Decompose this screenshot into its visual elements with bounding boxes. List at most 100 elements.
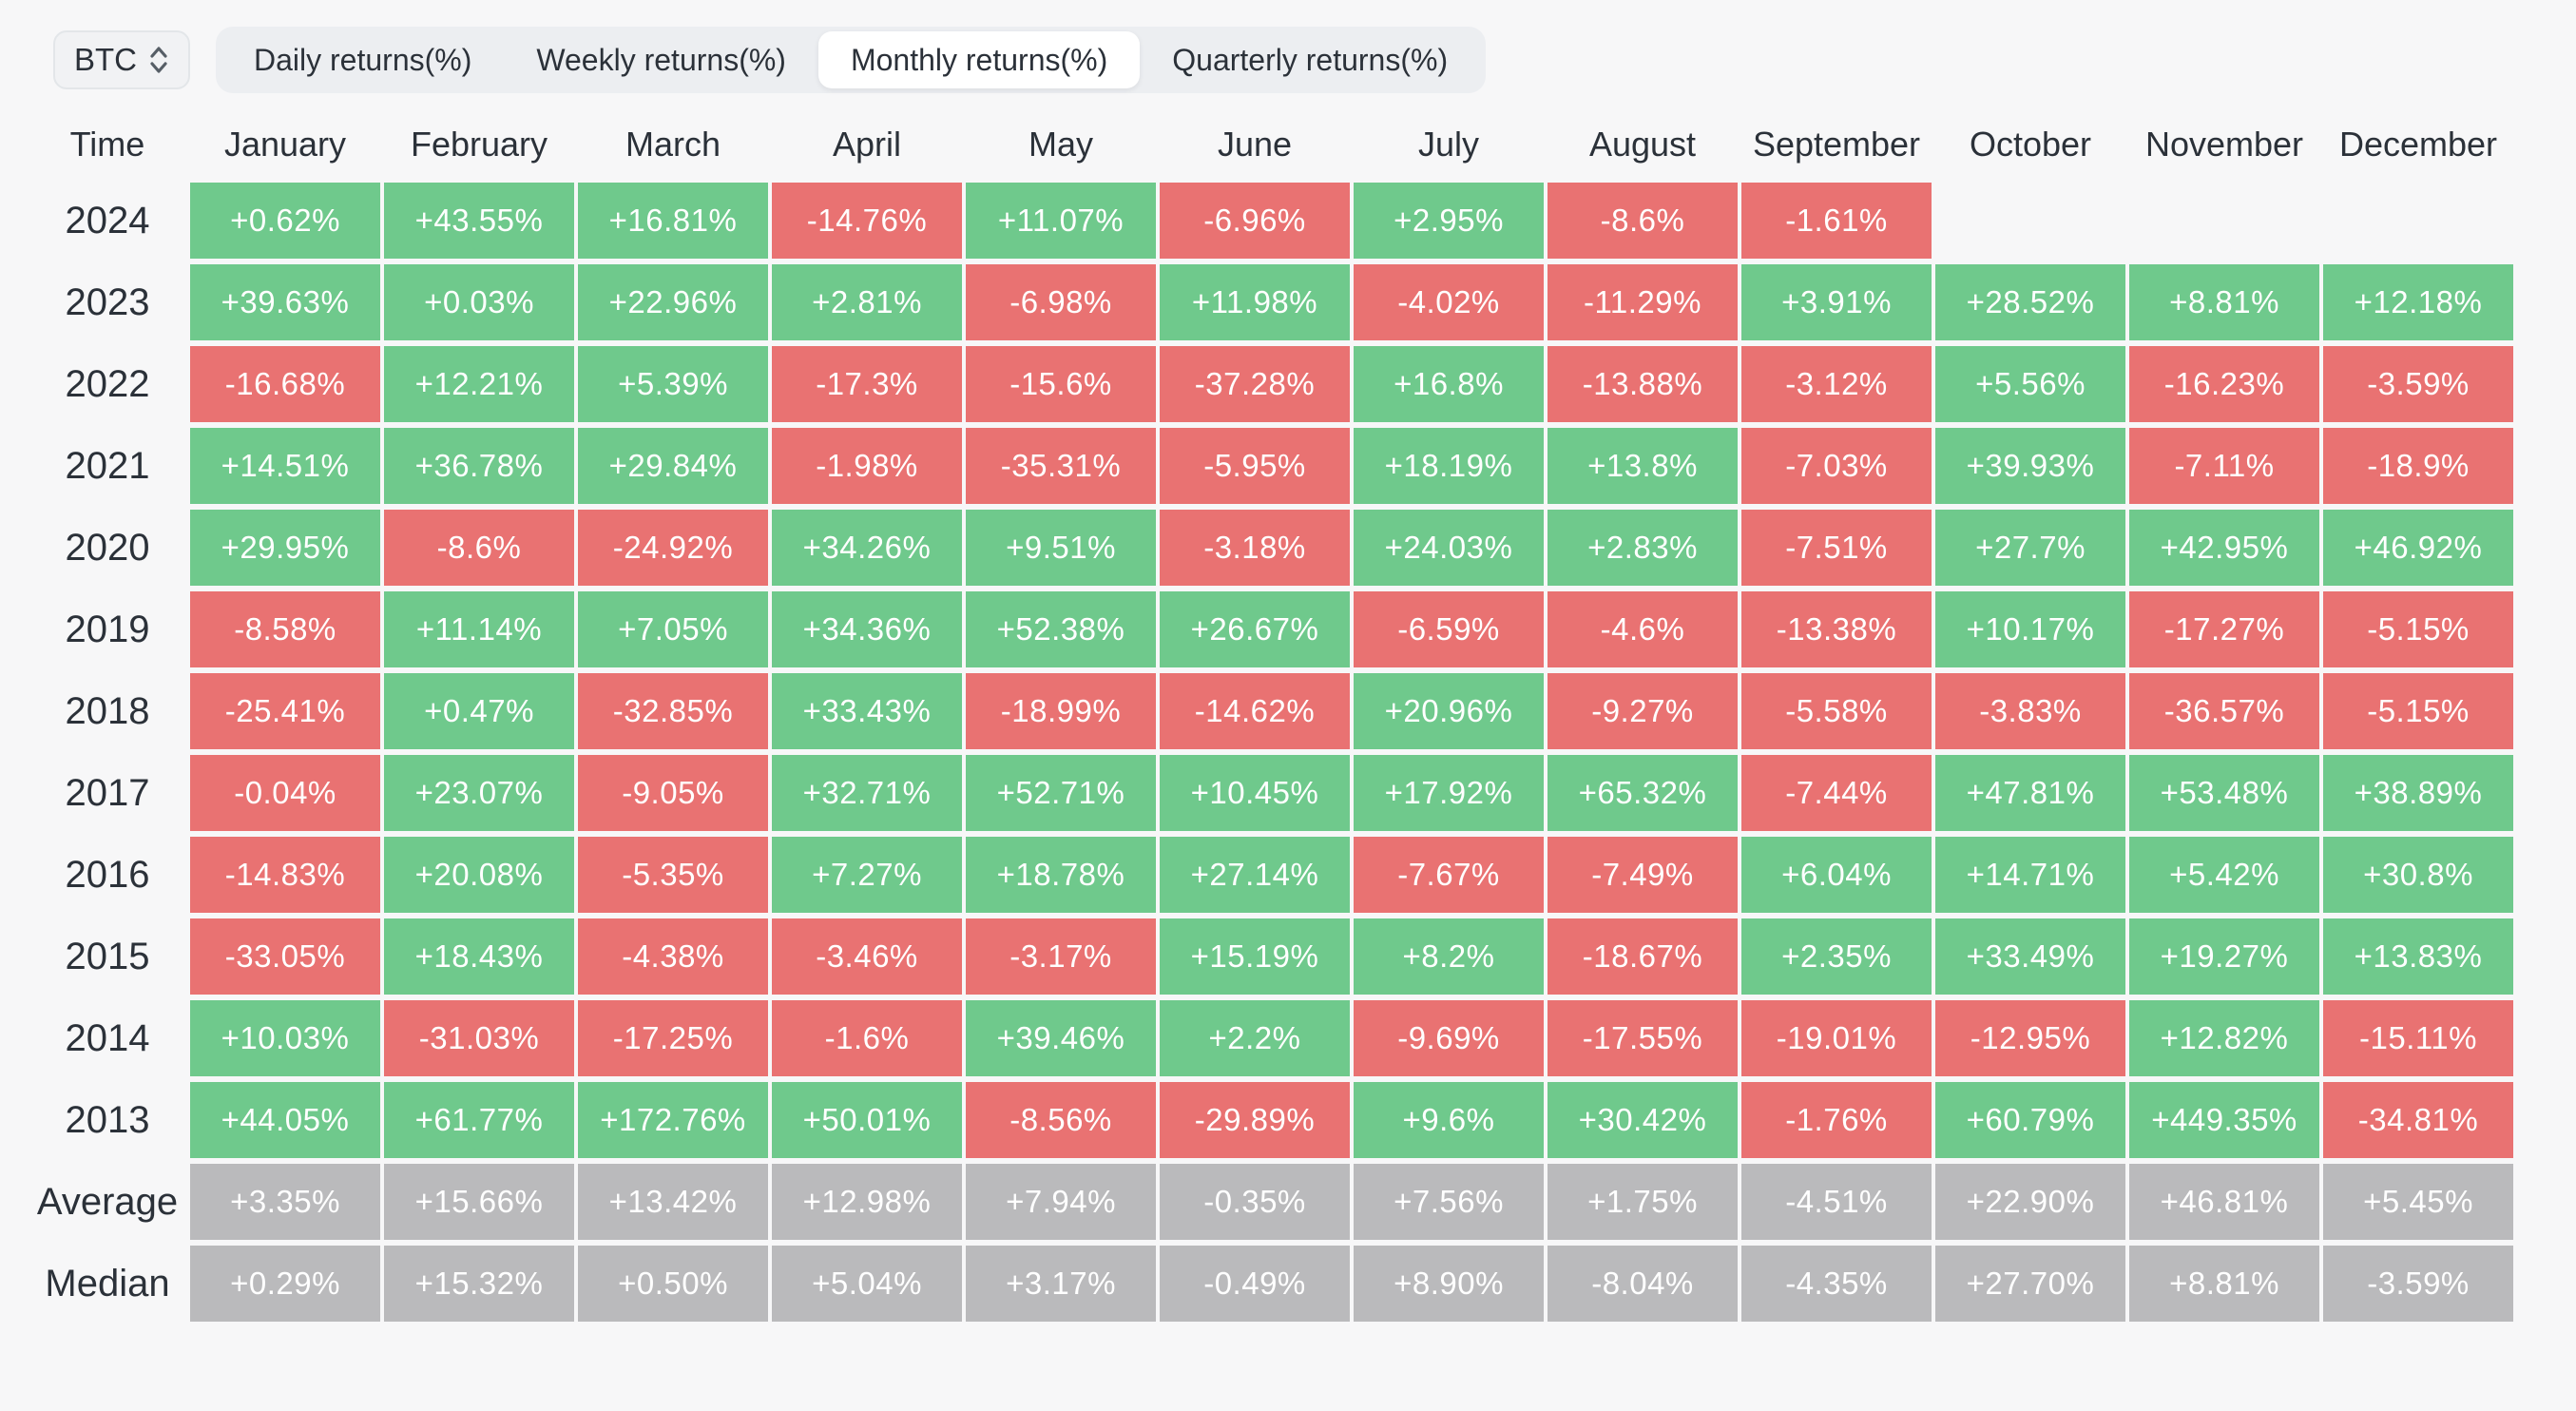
return-cell: -4.02% — [1354, 264, 1544, 340]
return-cell: +33.49% — [1935, 918, 2125, 995]
return-cell: -1.61% — [1741, 183, 1932, 259]
return-cell: +22.96% — [578, 264, 768, 340]
return-cell: -7.11% — [2129, 428, 2319, 504]
return-cell: -17.25% — [578, 1000, 768, 1076]
return-cell: -32.85% — [578, 673, 768, 749]
return-cell: +27.14% — [1160, 837, 1350, 913]
return-cell: +61.77% — [384, 1082, 574, 1158]
return-cell: -3.18% — [1160, 510, 1350, 586]
return-cell: -18.67% — [1548, 918, 1738, 995]
return-cell: -6.98% — [966, 264, 1156, 340]
return-cell: -3.59% — [2323, 1246, 2513, 1322]
return-cell: +27.70% — [1935, 1246, 2125, 1322]
return-cell: -5.15% — [2323, 591, 2513, 667]
return-cell: +24.03% — [1354, 510, 1544, 586]
return-cell: +18.78% — [966, 837, 1156, 913]
return-cell: +39.93% — [1935, 428, 2125, 504]
row-label-2020: 2020 — [65, 526, 150, 569]
return-cell: -0.49% — [1160, 1246, 1350, 1322]
return-cell: +2.2% — [1160, 1000, 1350, 1076]
return-cell: -9.27% — [1548, 673, 1738, 749]
return-cell: +8.81% — [2129, 1246, 2319, 1322]
return-cell: -17.55% — [1548, 1000, 1738, 1076]
return-cell: -16.23% — [2129, 346, 2319, 422]
return-cell: +53.48% — [2129, 755, 2319, 831]
return-cell: -9.05% — [578, 755, 768, 831]
symbol-selector[interactable]: BTC — [53, 30, 190, 89]
row-label-2018: 2018 — [65, 689, 150, 732]
return-cell: -13.88% — [1548, 346, 1738, 422]
return-cell: +449.35% — [2129, 1082, 2319, 1158]
return-cell: +9.6% — [1354, 1082, 1544, 1158]
column-header-january: January — [223, 125, 347, 164]
row-label-2014: 2014 — [65, 1016, 150, 1059]
return-cell: -19.01% — [1741, 1000, 1932, 1076]
return-cell: +27.7% — [1935, 510, 2125, 586]
return-cell: -36.57% — [2129, 673, 2319, 749]
return-cell: -25.41% — [190, 673, 380, 749]
return-cell: -7.49% — [1548, 837, 1738, 913]
return-cell: +38.89% — [2323, 755, 2513, 831]
return-cell: +15.19% — [1160, 918, 1350, 995]
return-cell: -5.95% — [1160, 428, 1350, 504]
column-header-july: July — [1417, 125, 1480, 164]
return-cell: +19.27% — [2129, 918, 2319, 995]
column-header-may: May — [1028, 125, 1093, 164]
return-cell: -11.29% — [1548, 264, 1738, 340]
return-cell-empty — [1935, 183, 2125, 259]
return-cell: +11.14% — [384, 591, 574, 667]
return-cell: -18.99% — [966, 673, 1156, 749]
return-cell: -3.17% — [966, 918, 1156, 995]
return-cell: +0.29% — [190, 1246, 380, 1322]
tab-daily-returns[interactable]: Daily returns(%) — [254, 42, 472, 77]
return-cell: +13.8% — [1548, 428, 1738, 504]
return-cell: -18.9% — [2323, 428, 2513, 504]
return-cell: +1.75% — [1548, 1164, 1738, 1240]
return-cell: +14.51% — [190, 428, 380, 504]
return-cell: +65.32% — [1548, 755, 1738, 831]
return-cell: +2.35% — [1741, 918, 1932, 995]
return-cell: -7.51% — [1741, 510, 1932, 586]
tab-quarterly-returns[interactable]: Quarterly returns(%) — [1172, 42, 1449, 77]
return-cell: -31.03% — [384, 1000, 574, 1076]
return-cell: +23.07% — [384, 755, 574, 831]
return-cell: -8.04% — [1548, 1246, 1738, 1322]
time-column-header: Time — [69, 125, 145, 164]
return-cell: +26.67% — [1160, 591, 1350, 667]
return-cell: +10.17% — [1935, 591, 2125, 667]
return-cell: +14.71% — [1935, 837, 2125, 913]
return-cell: -1.98% — [772, 428, 962, 504]
row-label-2013: 2013 — [65, 1098, 150, 1141]
return-cell: -37.28% — [1160, 346, 1350, 422]
return-cell: -15.11% — [2323, 1000, 2513, 1076]
column-header-november: November — [2144, 125, 2304, 164]
return-cell: +7.94% — [966, 1164, 1156, 1240]
row-label-median: Median — [45, 1262, 170, 1305]
return-cell: +16.8% — [1354, 346, 1544, 422]
column-header-august: August — [1588, 125, 1697, 164]
return-cell: -5.58% — [1741, 673, 1932, 749]
return-cell: +10.03% — [190, 1000, 380, 1076]
return-cell: +30.8% — [2323, 837, 2513, 913]
tab-monthly-returns[interactable]: Monthly returns(%) — [817, 31, 1141, 88]
row-label-2024: 2024 — [65, 199, 150, 242]
return-cell: +8.90% — [1354, 1246, 1544, 1322]
return-cell: -4.35% — [1741, 1246, 1932, 1322]
return-cell: +12.18% — [2323, 264, 2513, 340]
column-header-october: October — [1969, 125, 2092, 164]
return-cell: +172.76% — [578, 1082, 768, 1158]
return-cell-empty — [2323, 183, 2513, 259]
return-cell: -29.89% — [1160, 1082, 1350, 1158]
return-cell: +36.78% — [384, 428, 574, 504]
column-header-april: April — [832, 125, 902, 164]
return-cell: +8.2% — [1354, 918, 1544, 995]
tab-weekly-returns[interactable]: Weekly returns(%) — [536, 42, 786, 77]
return-cell: +34.36% — [772, 591, 962, 667]
return-cell: -14.83% — [190, 837, 380, 913]
return-cell: -15.6% — [966, 346, 1156, 422]
column-header-september: September — [1752, 125, 1921, 164]
return-cell: +2.95% — [1354, 183, 1544, 259]
return-cell: +5.56% — [1935, 346, 2125, 422]
return-cell: -7.03% — [1741, 428, 1932, 504]
return-cell: +7.05% — [578, 591, 768, 667]
